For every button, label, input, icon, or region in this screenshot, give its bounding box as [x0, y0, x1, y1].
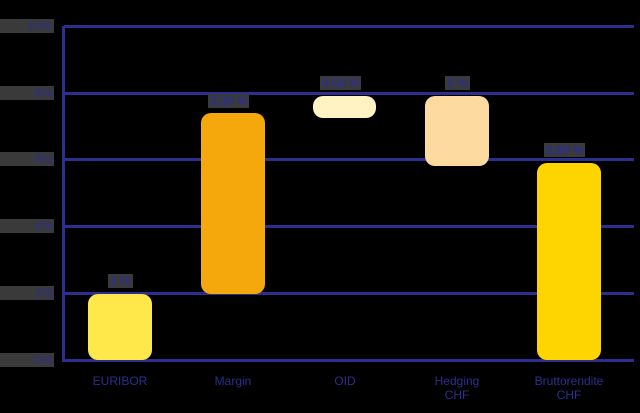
- y-axis-line: [62, 26, 65, 362]
- value-label-euribor: 2 %: [108, 274, 133, 288]
- bar-euribor: [88, 294, 152, 360]
- gridline-0: [64, 359, 634, 362]
- gridline-2: [64, 292, 634, 295]
- y-tick-10: 10%: [0, 19, 54, 33]
- x-label-euribor: EURIBOR: [92, 374, 148, 388]
- y-tick-6: 6%: [0, 152, 54, 166]
- y-tick-8: 8%: [0, 86, 54, 100]
- x-label-margin: Margin: [214, 374, 252, 388]
- value-label-hedging: 2 %: [445, 76, 470, 90]
- x-label-oid: OID: [334, 374, 356, 388]
- gridline-8: [64, 92, 634, 95]
- bar-bruttorendite-chf: [537, 163, 601, 360]
- y-tick-4: 4%: [0, 219, 54, 233]
- x-label-bruttorendite-chf: Bruttorendite CHF: [534, 374, 604, 402]
- bar-margin: [201, 113, 265, 294]
- gridline-4: [64, 225, 634, 228]
- value-label-bruttorendite: 5.80 %: [544, 143, 586, 157]
- gridline-10: [64, 25, 634, 28]
- y-tick-2: 2%: [0, 286, 54, 300]
- y-tick-0: 0%: [0, 353, 54, 367]
- value-label-margin: 5.30 %: [208, 94, 250, 108]
- bar-hedging-chf: [425, 96, 489, 166]
- value-label-oid: 0.50 %: [320, 76, 362, 90]
- gridline-6: [64, 158, 634, 161]
- x-label-hedging-chf: Hedging CHF: [434, 374, 480, 402]
- bar-oid: [313, 96, 376, 118]
